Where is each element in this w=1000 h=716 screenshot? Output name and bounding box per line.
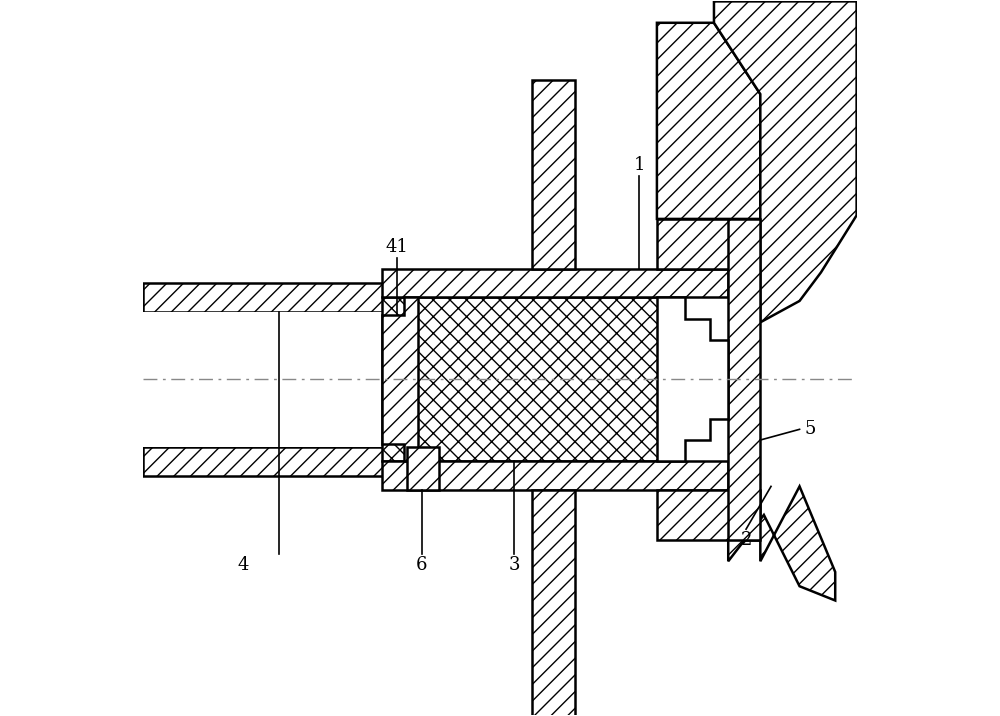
Polygon shape [382,461,728,490]
Polygon shape [382,268,728,297]
Text: 2: 2 [740,531,752,549]
Polygon shape [407,448,439,490]
Polygon shape [657,219,760,268]
Polygon shape [728,486,835,601]
Text: 4: 4 [238,556,249,574]
Polygon shape [657,23,760,219]
Text: 6: 6 [416,556,427,574]
Polygon shape [143,311,418,448]
Polygon shape [143,448,418,475]
Polygon shape [714,1,857,322]
Text: 3: 3 [509,556,520,574]
Text: 5: 5 [805,420,816,438]
Polygon shape [143,283,418,311]
Text: 1: 1 [633,156,645,175]
Polygon shape [382,297,660,461]
Polygon shape [143,311,411,448]
Polygon shape [382,297,418,461]
Polygon shape [532,490,575,716]
Text: 41: 41 [385,238,408,256]
Polygon shape [657,490,760,540]
Polygon shape [532,80,575,268]
Polygon shape [657,297,728,461]
Polygon shape [728,219,760,540]
